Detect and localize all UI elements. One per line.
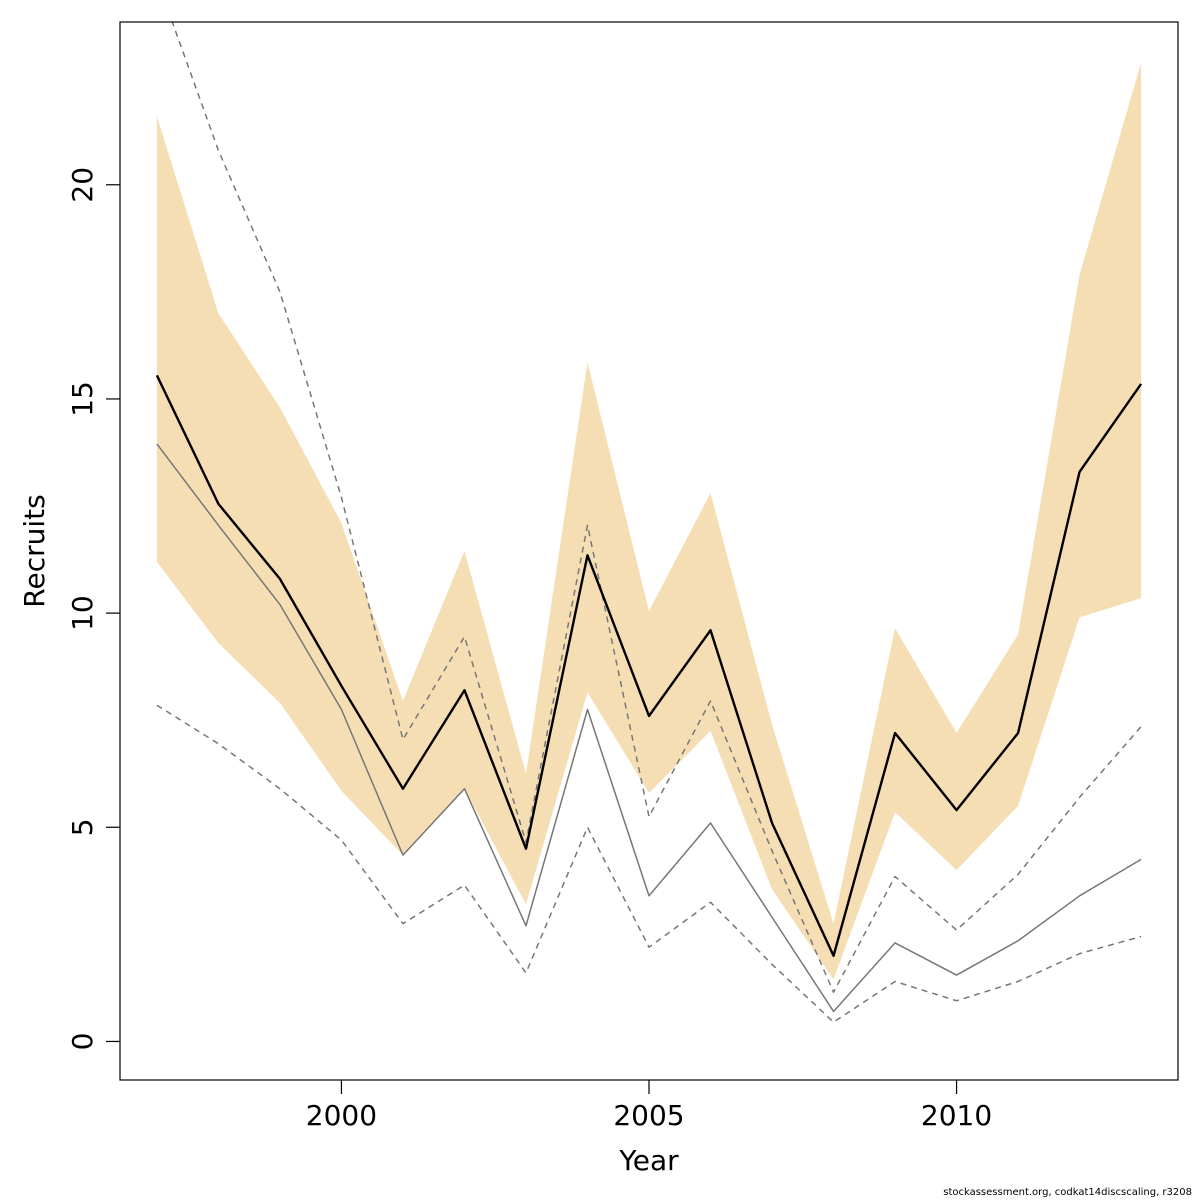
plot-area — [155, 22, 1143, 1023]
x-tick-label: 2000 — [306, 1099, 377, 1132]
y-tick-label: 5 — [66, 818, 99, 836]
y-tick-label: 15 — [66, 381, 99, 417]
x-axis-label: Year — [618, 1144, 679, 1177]
y-axis-label: Recruits — [18, 494, 51, 607]
footer-credit: stockassessment.org, codkat14discscaling… — [943, 1187, 1192, 1198]
axes: 2000 2005 2010 0 5 10 15 20 — [66, 167, 992, 1132]
x-tick-label: 2005 — [613, 1099, 684, 1132]
series-line-1 — [155, 374, 1143, 957]
series-line-3 — [171, 22, 1142, 993]
y-tick-label: 20 — [66, 167, 99, 203]
series-line-2 — [156, 443, 1142, 1013]
y-tick-label: 10 — [66, 595, 99, 631]
y-tick-label: 0 — [66, 1033, 99, 1051]
x-tick-label: 2010 — [921, 1099, 992, 1132]
confidence-band — [156, 62, 1142, 980]
series-line-4 — [156, 704, 1142, 1023]
